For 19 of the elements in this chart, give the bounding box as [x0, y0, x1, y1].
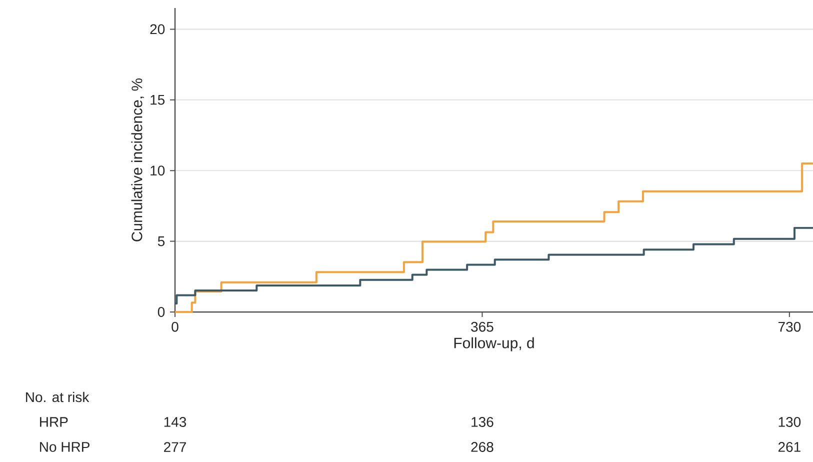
y-axis-title: Cumulative incidence, %: [131, 78, 144, 242]
y-tick-label: 5: [158, 236, 165, 246]
x-tick-label: 730: [778, 322, 801, 332]
text: 130: [778, 417, 801, 427]
text: 136: [472, 417, 494, 427]
text: HRP: [40, 417, 68, 427]
text: No. at risk: [26, 392, 90, 402]
text: 268: [471, 442, 494, 452]
text: No HRP: [40, 442, 90, 452]
text: 277: [164, 442, 186, 452]
x-tick-label: 365: [471, 322, 494, 332]
y-tick-label: 15: [150, 95, 165, 105]
x-axis-title: Follow-up, d: [454, 337, 534, 352]
y-tick-label: 20: [150, 24, 165, 34]
text: 261: [778, 442, 800, 452]
y-tick-label: 0: [158, 307, 165, 317]
text: 143: [164, 417, 186, 427]
y-tick-label: 10: [150, 166, 165, 176]
x-tick-label: 0: [172, 322, 178, 332]
